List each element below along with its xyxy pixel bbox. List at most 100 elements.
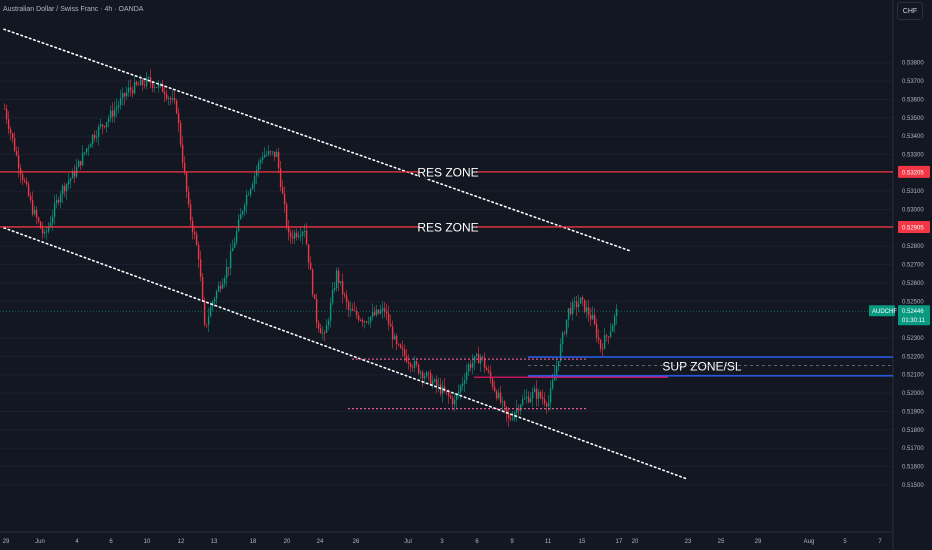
candle bbox=[83, 152, 86, 156]
candle bbox=[441, 380, 444, 403]
candle bbox=[187, 186, 190, 208]
candle bbox=[597, 329, 600, 345]
candle bbox=[321, 326, 324, 340]
time-tick-label: 17 bbox=[616, 539, 623, 545]
candle bbox=[529, 392, 532, 404]
candle bbox=[413, 356, 416, 373]
candle bbox=[129, 79, 132, 97]
time-tick-label: 3 bbox=[440, 539, 444, 545]
candle bbox=[327, 317, 330, 331]
candle bbox=[493, 381, 496, 393]
candle bbox=[343, 292, 346, 299]
trendline[interactable] bbox=[3, 28, 631, 252]
candle bbox=[149, 69, 152, 89]
candle bbox=[169, 95, 172, 106]
candle bbox=[113, 101, 116, 123]
candle bbox=[541, 389, 544, 405]
candle bbox=[505, 406, 508, 423]
candle bbox=[563, 330, 566, 335]
candle bbox=[391, 320, 394, 349]
time-tick-label: 4 bbox=[75, 539, 79, 545]
res-zone[interactable]: RES ZONE bbox=[0, 219, 893, 235]
time-tick-label: 6 bbox=[475, 539, 479, 545]
candle bbox=[237, 214, 240, 233]
candle bbox=[223, 275, 226, 288]
candle bbox=[325, 318, 328, 334]
candle bbox=[587, 299, 590, 323]
candle bbox=[11, 132, 14, 143]
candle bbox=[253, 172, 256, 192]
price-tick-label: 0.52000 bbox=[902, 391, 924, 397]
time-tick-label: 25 bbox=[718, 539, 725, 545]
candle bbox=[5, 104, 8, 124]
candle bbox=[345, 290, 348, 310]
candle bbox=[527, 391, 530, 404]
time-tick-label: 20 bbox=[632, 539, 639, 545]
candle bbox=[37, 216, 40, 224]
candle bbox=[553, 365, 556, 381]
candle bbox=[165, 89, 168, 102]
candle bbox=[181, 136, 184, 169]
candle bbox=[405, 348, 408, 364]
candle bbox=[53, 194, 56, 225]
candle bbox=[585, 300, 588, 319]
candle bbox=[581, 295, 584, 307]
candle bbox=[31, 191, 34, 217]
candle bbox=[293, 229, 296, 245]
candle bbox=[315, 293, 318, 329]
candle bbox=[93, 130, 96, 142]
candle bbox=[111, 102, 114, 123]
candle bbox=[487, 365, 490, 374]
candle bbox=[533, 384, 536, 393]
candle bbox=[457, 384, 460, 399]
candle bbox=[99, 118, 102, 130]
candle bbox=[347, 299, 350, 318]
candle bbox=[287, 219, 290, 241]
time-tick-label: 9 bbox=[510, 539, 514, 545]
candle bbox=[369, 316, 372, 328]
time-axis[interactable]: 29 Jun 4 6 10 12 13 18 20 24 26 Jul 3 6 9 11 15 17 20 23 25 2… bbox=[3, 539, 883, 545]
candle bbox=[439, 377, 442, 397]
candle bbox=[89, 142, 92, 148]
candle bbox=[259, 157, 262, 170]
time-tick-label: 7 bbox=[878, 539, 882, 545]
candle bbox=[571, 298, 574, 321]
time-tick-label: 24 bbox=[317, 539, 324, 545]
candle bbox=[485, 365, 488, 371]
candle bbox=[105, 121, 108, 133]
candle bbox=[205, 324, 208, 328]
candle bbox=[469, 359, 472, 372]
candle bbox=[289, 229, 292, 245]
candle bbox=[423, 372, 426, 385]
candle bbox=[591, 306, 594, 321]
price-axis[interactable]: 0.53800 0.53700 0.53600 0.53500 0.53400 0.533… bbox=[902, 61, 924, 489]
currency-button[interactable]: CHF bbox=[897, 2, 923, 20]
time-tick-label: 29 bbox=[3, 539, 10, 545]
support-zone[interactable]: SUP ZONE/SL bbox=[474, 356, 893, 379]
candle bbox=[561, 330, 564, 353]
price-tick-label: 0.53700 bbox=[902, 79, 924, 85]
price-value: 0.53205 bbox=[902, 170, 924, 176]
time-tick-label: 26 bbox=[353, 539, 360, 545]
candle bbox=[309, 256, 312, 270]
candle bbox=[25, 177, 28, 187]
candle bbox=[583, 299, 586, 314]
candle bbox=[481, 355, 484, 362]
candle bbox=[307, 244, 310, 270]
candle bbox=[593, 308, 596, 326]
res-zone[interactable]: RES ZONE bbox=[0, 164, 893, 180]
time-tick-label: 10 bbox=[144, 539, 151, 545]
candle bbox=[549, 380, 552, 411]
candle bbox=[17, 146, 20, 178]
candle bbox=[267, 145, 270, 157]
candle bbox=[495, 389, 498, 401]
price-tick-label: 0.52700 bbox=[902, 263, 924, 269]
candle bbox=[375, 304, 378, 318]
candle bbox=[437, 377, 440, 392]
trendline[interactable] bbox=[3, 227, 689, 481]
price-badge: 0.53205 bbox=[898, 165, 930, 178]
chart-title: Australian Dollar / Swiss Franc · 4h · O… bbox=[3, 6, 144, 13]
candle bbox=[449, 393, 452, 400]
candle bbox=[311, 268, 314, 298]
